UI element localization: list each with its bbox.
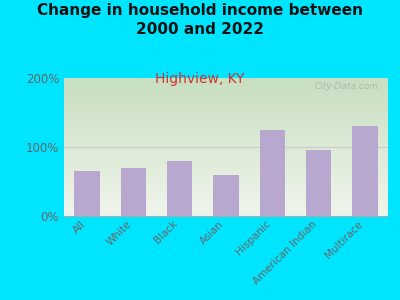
Bar bbox=[352, 126, 378, 216]
Text: City-Data.com: City-Data.com bbox=[314, 82, 378, 91]
Bar bbox=[121, 168, 146, 216]
Bar bbox=[74, 171, 100, 216]
Bar bbox=[260, 130, 285, 216]
Bar bbox=[167, 161, 192, 216]
Text: Highview, KY: Highview, KY bbox=[155, 72, 245, 86]
Bar bbox=[213, 175, 239, 216]
Text: Change in household income between
2000 and 2022: Change in household income between 2000 … bbox=[37, 3, 363, 37]
Bar bbox=[306, 150, 331, 216]
